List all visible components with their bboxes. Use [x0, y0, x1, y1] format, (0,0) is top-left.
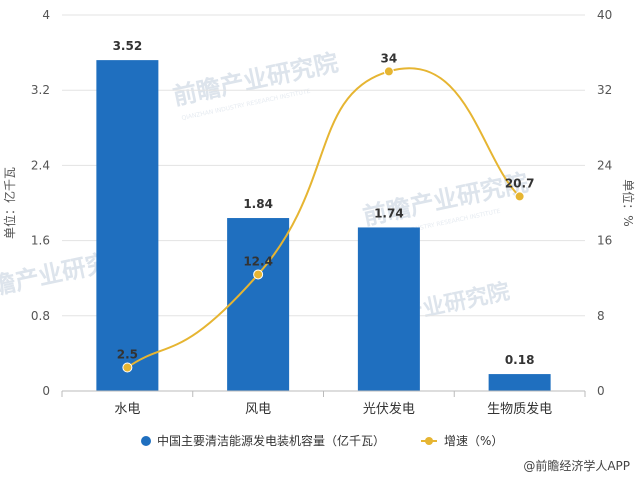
y-axis-left-title: 单位：亿千瓦	[2, 167, 17, 239]
y-axis-right-title: 单位：%	[621, 179, 636, 226]
growth-point	[253, 269, 264, 280]
growth-line-path	[126, 67, 521, 369]
x-tick-label: 生物质发电	[487, 401, 552, 417]
bar-value-label: 3.52	[113, 39, 143, 53]
bar	[357, 227, 420, 391]
y-left-tick-label: 1.6	[31, 234, 50, 248]
bar-value-label: 1.74	[374, 206, 404, 220]
legend-swatch-line-dot	[425, 437, 433, 445]
axes: 0 0 0.8 8 1.6 16 2.4 24 3.2 32 4 40 水电 风电 光伏发电 生物质发电	[31, 8, 612, 417]
y-right-tick-label: 0	[597, 384, 605, 398]
x-tick-label: 光伏发电	[363, 401, 415, 417]
bar	[96, 60, 159, 392]
data-labels: 3.52 1.84 1.74 0.18 2.5 12.4 34 20.7	[113, 39, 535, 367]
y-left-tick-label: 3.2	[31, 83, 50, 97]
growth-value-label: 34	[381, 51, 398, 65]
bar	[488, 374, 551, 391]
growth-point	[383, 66, 394, 77]
y-right-tick-label: 8	[597, 309, 605, 323]
growth-line	[122, 66, 525, 373]
bar	[227, 218, 290, 391]
y-right-tick-label: 40	[597, 8, 612, 22]
y-left-tick-label: 0.8	[31, 309, 50, 323]
y-right-tick-label: 32	[597, 83, 612, 97]
growth-point	[122, 362, 133, 373]
growth-value-label: 12.4	[243, 254, 273, 268]
y-right-tick-label: 16	[597, 234, 612, 248]
source-credit: @前瞻经济学人APP	[523, 458, 630, 473]
bars	[96, 60, 551, 392]
y-left-tick-label: 2.4	[31, 158, 50, 172]
legend-swatch-bar	[141, 436, 151, 446]
y-left-tick-label: 0	[42, 384, 50, 398]
legend-label-line: 增速（%）	[444, 434, 503, 448]
y-left-tick-label: 4	[42, 8, 50, 22]
x-tick-label: 水电	[114, 402, 140, 417]
legend: 中国主要清洁能源发电装机容量（亿千瓦） 增速（%）	[141, 433, 503, 448]
bar-value-label: 1.84	[243, 197, 273, 211]
growth-point	[514, 191, 525, 202]
bar-value-label: 0.18	[505, 353, 535, 367]
growth-value-label: 20.7	[505, 176, 535, 190]
legend-label-bar: 中国主要清洁能源发电装机容量（亿千瓦）	[157, 433, 385, 448]
x-tick-label: 风电	[245, 402, 271, 417]
y-right-tick-label: 24	[597, 158, 612, 172]
growth-value-label: 2.5	[117, 348, 138, 362]
